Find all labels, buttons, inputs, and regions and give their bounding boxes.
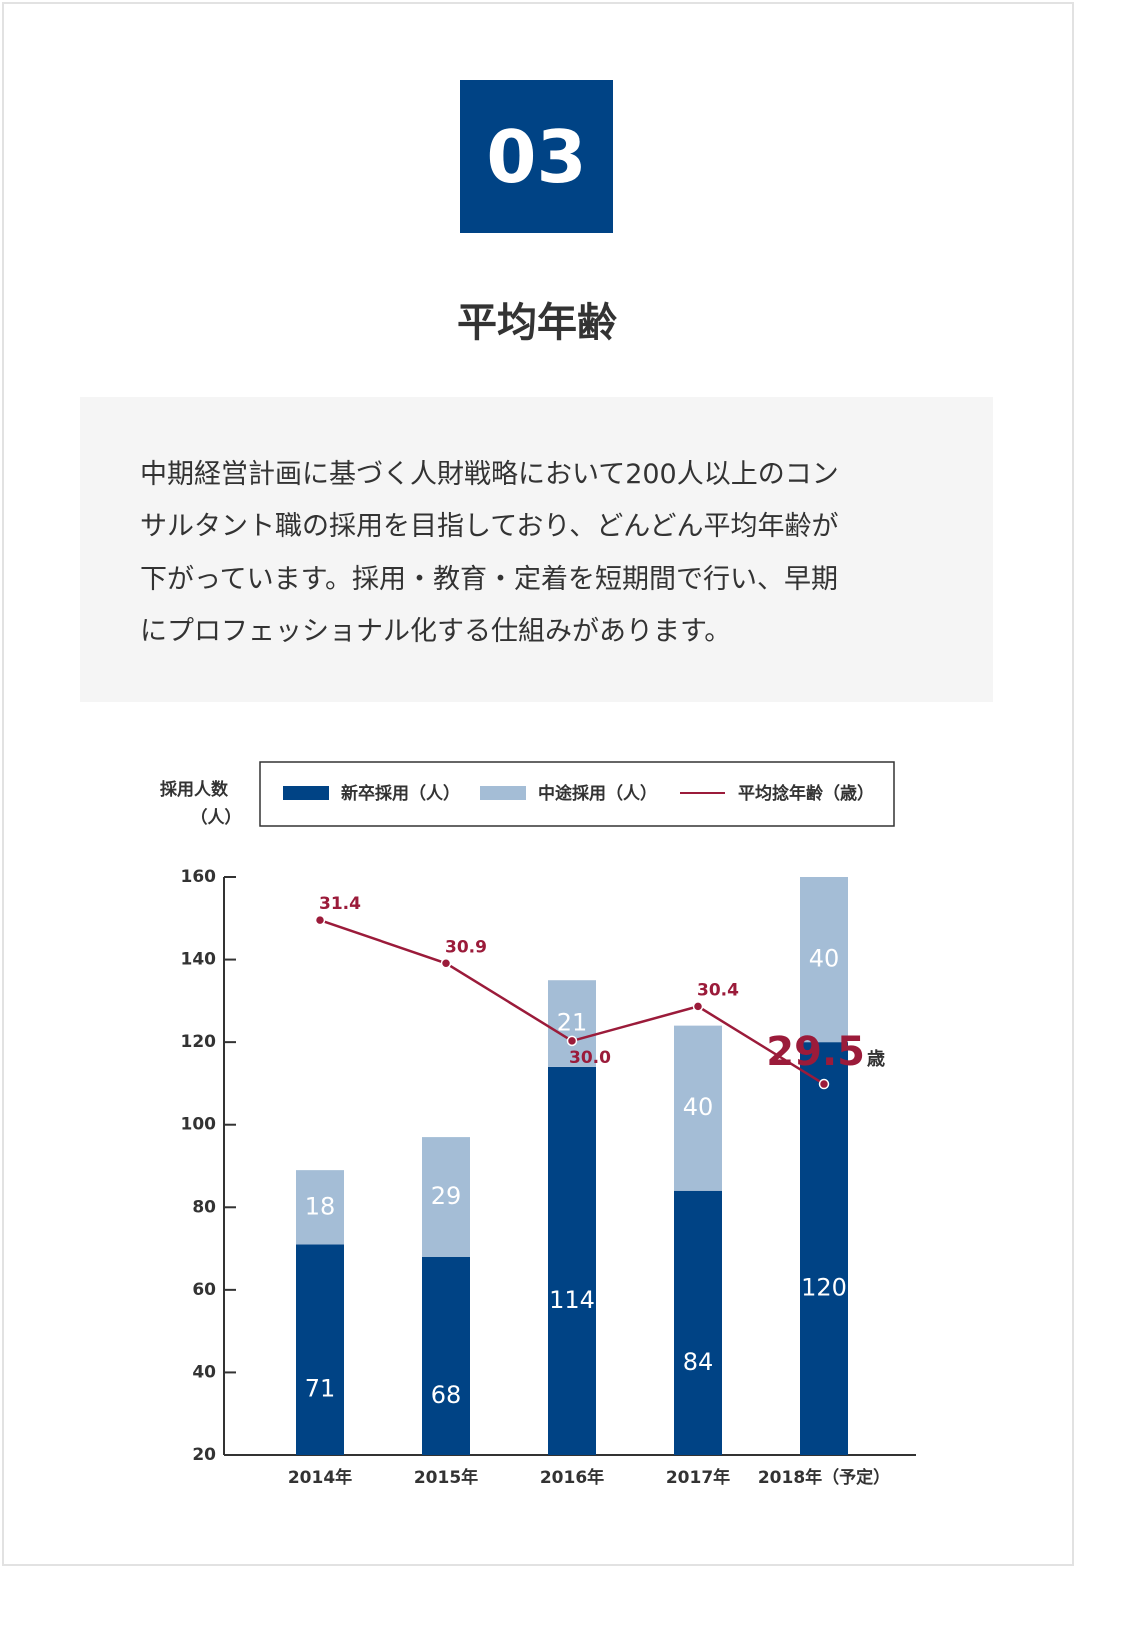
line-value-label: 29.5 <box>766 1029 865 1075</box>
x-tick-label: 2014年 <box>288 1467 352 1488</box>
bar <box>800 877 848 1043</box>
section-title: 平均年齢 <box>457 300 617 346</box>
y-tick-label: 120 <box>181 1032 217 1052</box>
legend-box <box>259 761 895 827</box>
bar-value-label: 29 <box>431 1182 462 1210</box>
bar-value-label: 40 <box>683 1093 714 1121</box>
y-tick-label: 60 <box>192 1280 216 1300</box>
bar-value-label: 71 <box>305 1375 336 1403</box>
bar-value-label: 21 <box>557 1009 588 1037</box>
y-tick-label: 100 <box>181 1115 217 1135</box>
bar-value-label: 114 <box>549 1286 595 1314</box>
line-point <box>566 1035 578 1047</box>
section-number: 03 <box>460 80 613 233</box>
x-tick-label: 2016年 <box>540 1467 604 1488</box>
legend-swatch <box>283 786 329 800</box>
description-line: サルタント職の採用を目指しており、どんどん平均年齢が <box>140 511 839 542</box>
description-line: にプロフェッショナル化する仕組みがあります。 <box>140 616 732 647</box>
bar <box>674 1190 722 1455</box>
legend-label: 中途採用（人） <box>538 783 657 804</box>
line-point <box>818 1078 830 1090</box>
y-tick-label: 80 <box>192 1197 216 1217</box>
line-value-label: 30.4 <box>697 980 739 1000</box>
bar <box>800 1042 848 1455</box>
y-tick-label: 40 <box>192 1362 216 1382</box>
bar-value-label: 84 <box>683 1348 714 1376</box>
bar <box>296 1244 344 1455</box>
legend-label: 平均捻年齢（歳） <box>738 783 874 804</box>
bar-value-label: 40 <box>809 945 840 973</box>
line-value-label: 30.0 <box>569 1048 611 1068</box>
y-axis-label: （人） <box>191 807 242 828</box>
bar <box>674 1025 722 1191</box>
bar-value-label: 18 <box>305 1192 336 1220</box>
line-point <box>440 958 452 969</box>
y-axis-label: 採用人数 <box>160 779 229 800</box>
bar <box>422 1137 470 1257</box>
line-point <box>314 914 326 926</box>
legend-label: 新卒採用（人） <box>341 783 460 804</box>
legend-swatch <box>480 786 526 800</box>
x-tick-label: 2018年（予定） <box>758 1467 890 1488</box>
y-tick-label: 140 <box>181 950 217 970</box>
description-box: 中期経営計画に基づく人財戦略において200人以上のコン サルタント職の採用を目指… <box>80 397 993 702</box>
line-value-label: 30.9 <box>445 937 487 957</box>
bar <box>296 1170 344 1245</box>
bar-value-label: 120 <box>801 1274 847 1302</box>
annotation: 歳 <box>867 1049 885 1070</box>
bar <box>422 1256 470 1455</box>
description-line: 中期経営計画に基づく人財戦略において200人以上のコン <box>140 459 839 490</box>
line-value-label: 31.4 <box>319 894 361 914</box>
bar <box>548 1066 596 1455</box>
bar-value-label: 68 <box>431 1381 462 1409</box>
bar <box>548 980 596 1067</box>
x-tick-label: 2015年 <box>414 1467 478 1488</box>
y-tick-label: 20 <box>192 1445 216 1465</box>
card <box>2 2 1074 1566</box>
description-line: 下がっています。採用・教育・定着を短期間で行い、早期 <box>140 564 838 595</box>
line-point <box>692 1001 704 1012</box>
x-tick-label: 2017年 <box>666 1467 730 1488</box>
y-tick-label: 160 <box>181 867 217 887</box>
